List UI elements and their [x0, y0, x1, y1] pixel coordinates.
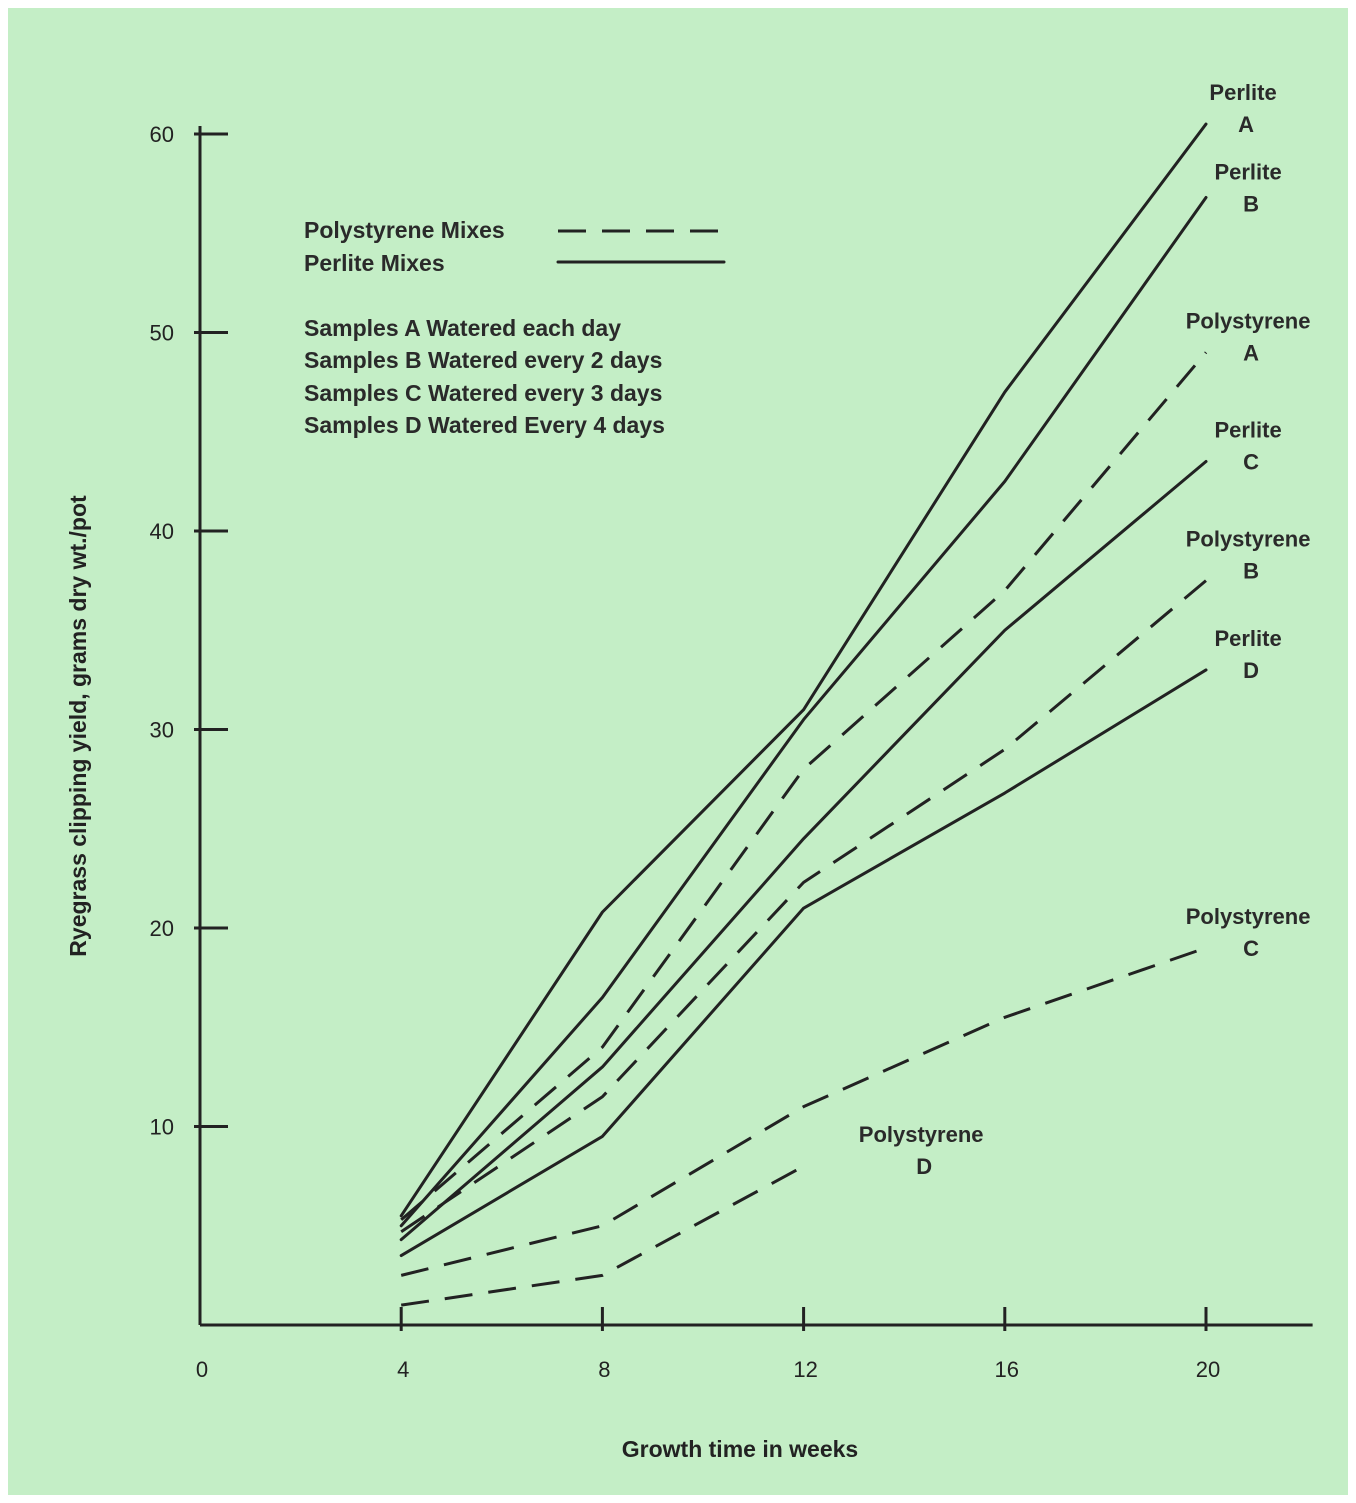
series-label-polystyrene-c-material: Polystyrene — [1186, 904, 1311, 929]
series-line-perlite-c — [399, 460, 1208, 1242]
x-tick-label: 4 — [397, 1357, 409, 1382]
series-label-perlite-b-sample: B — [1243, 191, 1259, 216]
legend: Polystyrene Mixes Perlite Mixes Samples … — [304, 217, 726, 438]
series-label-perlite-b-material: Perlite — [1214, 159, 1281, 184]
series-label-polystyrene-b-sample: B — [1243, 559, 1259, 584]
series-label-polystyrene-d-material: Polystyrene — [859, 1122, 984, 1147]
legend-label-perlite: Perlite Mixes — [304, 250, 445, 276]
series-line-polystyrene-d — [400, 1164, 805, 1307]
axes: 10 20 30 40 50 60 0 4 8 12 16 20 — [150, 122, 1313, 1382]
x-tick-label: 12 — [793, 1357, 817, 1382]
x-tick-label: 0 — [196, 1357, 208, 1382]
series-layer — [399, 122, 1208, 1307]
legend-label-polystyrene: Polystyrene Mixes — [304, 217, 505, 243]
x-tick-label: 8 — [598, 1357, 610, 1382]
series-label-perlite-d-sample: D — [1243, 658, 1259, 683]
y-tick-label: 40 — [150, 519, 174, 544]
series-line-perlite-a — [399, 122, 1208, 1218]
series-label-perlite-c-material: Perlite — [1214, 418, 1281, 443]
y-tick-label: 50 — [150, 321, 174, 346]
series-line-polystyrene-b — [400, 579, 1207, 1233]
series-label-polystyrene-c-sample: C — [1243, 936, 1259, 961]
chart-panel — [8, 8, 1348, 1495]
series-label-polystyrene-a-sample: A — [1243, 340, 1259, 365]
legend-note-c: Samples C Watered every 3 days — [304, 380, 662, 406]
legend-note-b: Samples B Watered every 2 days — [304, 347, 662, 373]
series-label-perlite-c-sample: C — [1243, 450, 1259, 475]
series-label-polystyrene-b-material: Polystyrene — [1186, 527, 1311, 552]
y-tick-label: 10 — [150, 1115, 174, 1140]
legend-note-a: Samples A Watered each day — [304, 315, 621, 341]
x-tick-label: 16 — [995, 1357, 1019, 1382]
series-line-polystyrene-c — [400, 946, 1207, 1277]
series-labels: Perlite A Perlite B Polystyrene A Perlite C Poly… — [859, 80, 1311, 1179]
y-tick-label: 20 — [150, 916, 174, 941]
series-label-polystyrene-a-material: Polystyrene — [1186, 308, 1311, 333]
series-line-perlite-b — [399, 196, 1208, 1228]
x-axis-title: Growth time in weeks — [622, 1436, 858, 1462]
series-label-polystyrene-d-sample: D — [916, 1154, 932, 1179]
y-tick-label: 60 — [150, 122, 174, 147]
series-line-polystyrene-a — [400, 351, 1208, 1221]
series-label-perlite-d-material: Perlite — [1214, 626, 1281, 651]
series-label-perlite-a-material: Perlite — [1209, 80, 1276, 105]
legend-note-d: Samples D Watered Every 4 days — [304, 412, 665, 438]
series-label-perlite-a-sample: A — [1238, 112, 1254, 137]
x-tick-label: 20 — [1196, 1357, 1220, 1382]
series-line-perlite-d — [399, 668, 1208, 1258]
y-tick-label: 30 — [150, 718, 174, 743]
y-axis-title: Ryegrass clipping yield, grams dry wt./p… — [65, 495, 91, 957]
